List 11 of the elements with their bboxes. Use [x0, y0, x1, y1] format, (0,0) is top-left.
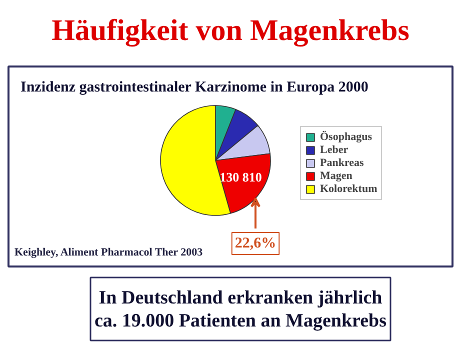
text: 22,6%	[234, 236, 276, 252]
legend-label: Magen	[320, 170, 352, 182]
chart-title: Häufigkeit von Magenkrebs	[52, 14, 410, 47]
legend-label: Leber	[320, 144, 348, 156]
text: In Deutschland erkranken jährlich ca. 19.000 Patienten an Magenkrebs	[94, 287, 387, 332]
text: 130 810	[220, 170, 262, 185]
legend-label: Ösophagus	[320, 131, 372, 143]
text: Keighley, Aliment Pharmacol Ther 2003	[14, 246, 204, 258]
legend-label: Kolorektum	[320, 183, 378, 195]
legend-label: Pankreas	[320, 157, 364, 169]
chart-subtitle: Inzidenz gastrointestinaler Karzinome in Europa 2000	[20, 80, 368, 96]
